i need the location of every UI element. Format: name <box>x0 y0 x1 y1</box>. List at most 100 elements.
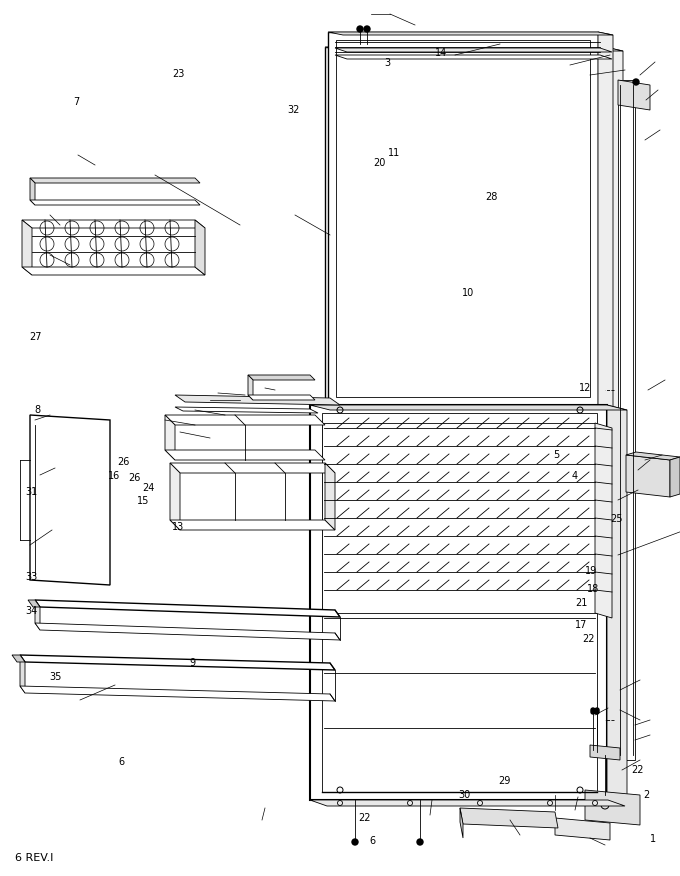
Polygon shape <box>310 405 627 410</box>
Polygon shape <box>12 655 25 662</box>
Polygon shape <box>590 745 620 760</box>
Polygon shape <box>343 65 587 774</box>
Polygon shape <box>35 600 40 630</box>
Polygon shape <box>30 200 200 205</box>
Polygon shape <box>30 178 200 183</box>
Text: 12: 12 <box>579 383 591 393</box>
Circle shape <box>417 839 423 845</box>
Text: 15: 15 <box>137 496 149 506</box>
Text: 26: 26 <box>118 456 130 467</box>
Text: 19: 19 <box>585 566 597 576</box>
Polygon shape <box>165 415 325 425</box>
Polygon shape <box>335 55 612 59</box>
Text: 1: 1 <box>649 834 656 844</box>
Text: 7: 7 <box>73 97 80 108</box>
Text: 3: 3 <box>384 58 391 68</box>
Polygon shape <box>22 220 32 275</box>
Text: 20: 20 <box>373 158 386 168</box>
Polygon shape <box>618 80 635 760</box>
Polygon shape <box>20 655 335 670</box>
Text: 33: 33 <box>25 572 37 583</box>
Polygon shape <box>165 450 325 460</box>
Text: 13: 13 <box>172 522 184 533</box>
Polygon shape <box>248 375 315 380</box>
Text: 4: 4 <box>571 470 578 481</box>
Polygon shape <box>20 686 335 701</box>
Text: 5: 5 <box>553 449 560 460</box>
Text: 22: 22 <box>582 634 594 645</box>
Polygon shape <box>22 267 205 275</box>
Text: 2: 2 <box>643 790 649 801</box>
Circle shape <box>633 79 639 85</box>
Text: 35: 35 <box>50 672 62 682</box>
Polygon shape <box>30 178 35 205</box>
Text: 18: 18 <box>587 583 599 594</box>
Text: 6: 6 <box>369 836 376 846</box>
Polygon shape <box>170 463 180 530</box>
Polygon shape <box>460 808 463 838</box>
Text: 6 REV.I: 6 REV.I <box>15 853 53 863</box>
Polygon shape <box>328 32 613 35</box>
Circle shape <box>352 839 358 845</box>
Polygon shape <box>175 407 318 413</box>
Polygon shape <box>248 395 315 400</box>
Circle shape <box>364 26 370 32</box>
Polygon shape <box>336 40 590 397</box>
Polygon shape <box>618 80 650 110</box>
Text: 14: 14 <box>435 47 447 58</box>
Circle shape <box>595 708 599 712</box>
Polygon shape <box>335 57 595 782</box>
Text: 6: 6 <box>118 757 125 767</box>
Text: 31: 31 <box>25 487 37 498</box>
Polygon shape <box>170 463 335 473</box>
Polygon shape <box>322 423 597 613</box>
Polygon shape <box>35 623 340 640</box>
Text: 11: 11 <box>388 148 401 159</box>
Polygon shape <box>626 452 680 460</box>
Polygon shape <box>555 818 610 840</box>
Polygon shape <box>670 457 680 497</box>
Polygon shape <box>35 600 340 617</box>
Text: 34: 34 <box>25 606 37 617</box>
Text: 22: 22 <box>358 813 371 823</box>
Polygon shape <box>325 463 335 530</box>
Polygon shape <box>605 47 623 796</box>
Polygon shape <box>20 655 25 693</box>
Text: 26: 26 <box>129 473 141 484</box>
Polygon shape <box>322 413 597 792</box>
Text: 9: 9 <box>189 658 196 668</box>
Polygon shape <box>30 415 110 585</box>
Text: 28: 28 <box>485 192 497 202</box>
Polygon shape <box>165 415 175 460</box>
Text: 24: 24 <box>142 483 154 493</box>
Polygon shape <box>607 405 627 805</box>
Polygon shape <box>626 455 670 497</box>
Polygon shape <box>22 220 205 228</box>
Polygon shape <box>325 47 605 792</box>
Polygon shape <box>28 600 40 607</box>
Circle shape <box>595 710 599 714</box>
Text: 17: 17 <box>575 619 588 630</box>
Circle shape <box>591 710 595 714</box>
Text: 22: 22 <box>632 765 644 775</box>
Polygon shape <box>310 800 625 806</box>
Text: 29: 29 <box>498 776 511 787</box>
Polygon shape <box>598 32 613 408</box>
Polygon shape <box>595 423 612 618</box>
Text: 8: 8 <box>34 405 41 415</box>
Polygon shape <box>175 395 340 405</box>
Polygon shape <box>460 808 558 828</box>
Text: 16: 16 <box>108 470 120 481</box>
Polygon shape <box>328 32 598 405</box>
Polygon shape <box>248 375 253 400</box>
Polygon shape <box>335 48 612 52</box>
Text: 30: 30 <box>458 789 471 800</box>
Circle shape <box>591 708 595 712</box>
Text: 21: 21 <box>575 597 588 608</box>
Text: 25: 25 <box>611 514 623 525</box>
Polygon shape <box>585 790 640 825</box>
Text: 23: 23 <box>172 69 184 80</box>
Text: 32: 32 <box>288 105 300 116</box>
Polygon shape <box>195 220 205 275</box>
Polygon shape <box>310 405 607 800</box>
